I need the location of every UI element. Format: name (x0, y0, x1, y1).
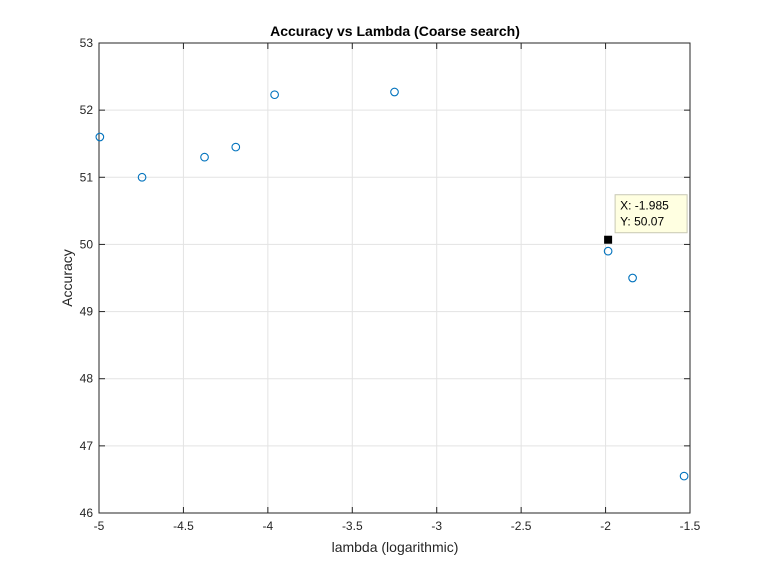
data-tip-y-text: Y: 50.07 (620, 215, 664, 229)
x-tick-label: -2.5 (511, 519, 532, 533)
data-points (95, 87, 689, 481)
y-tick-label: 50 (80, 237, 94, 251)
x-tick-label: -3 (431, 519, 442, 533)
data-point (231, 142, 241, 152)
axes-box (98, 42, 691, 514)
y-tick-label: 48 (80, 372, 94, 386)
x-tick-label: -1.5 (680, 519, 701, 533)
data-tip-box[interactable] (614, 194, 688, 234)
y-tick-label: 52 (80, 103, 94, 117)
x-tick-label: -5 (94, 519, 105, 533)
y-tick-label: 49 (80, 305, 94, 319)
data-point (603, 246, 613, 256)
y-tick-label: 47 (80, 439, 94, 453)
y-tick-label: 51 (80, 170, 94, 184)
y-axis-label: Accuracy (59, 249, 75, 307)
data-point (95, 132, 105, 142)
plot-area (99, 43, 690, 513)
axes (98, 42, 691, 514)
x-tick-label: -3.5 (342, 519, 363, 533)
x-tick-labels: -5 -4.5 -4 -3.5 -3 -2.5 -2 -1.5 (94, 519, 701, 533)
data-point (137, 172, 147, 182)
data-point (390, 87, 399, 97)
data-point (628, 273, 637, 283)
data-point (679, 471, 689, 481)
data-tip[interactable]: X: -1.985 Y: 50.07 (604, 194, 688, 244)
y-tick-labels: 46 47 48 49 50 51 52 53 (80, 36, 94, 520)
y-tick-label: 53 (80, 36, 94, 50)
chart-title: Accuracy vs Lambda (Coarse search) (270, 23, 520, 39)
x-tick-label: -4.5 (173, 519, 194, 533)
data-tip-x-text: X: -1.985 (620, 199, 669, 213)
x-axis-label: lambda (logarithmic) (332, 539, 459, 555)
data-tip-marker[interactable] (604, 235, 613, 244)
data-point (270, 90, 279, 100)
x-tick-label: -2 (600, 519, 611, 533)
x-tick-label: -4 (263, 519, 274, 533)
y-tick-label: 46 (80, 506, 94, 520)
data-point (200, 152, 209, 162)
